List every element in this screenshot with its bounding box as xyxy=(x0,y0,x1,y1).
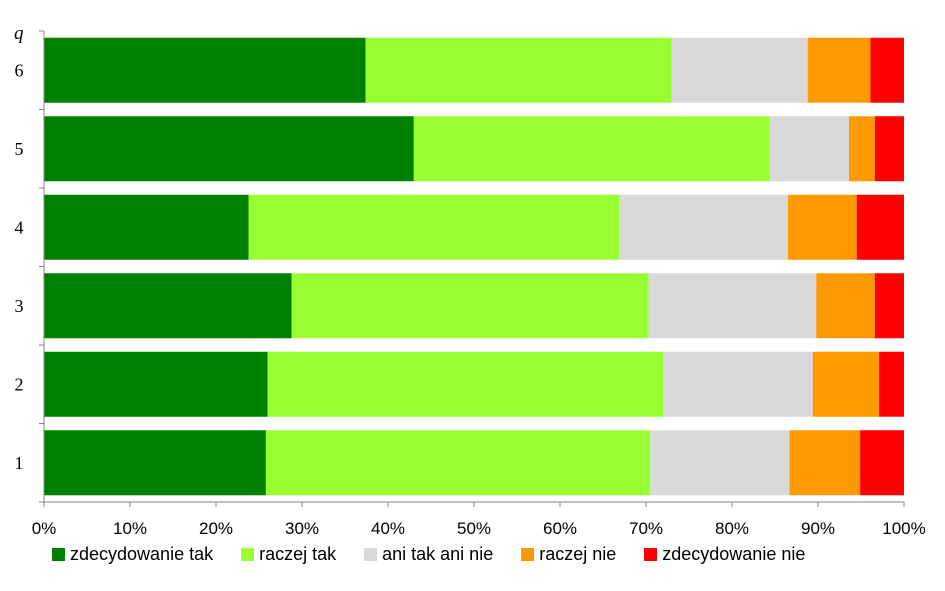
legend-swatch xyxy=(52,548,65,561)
y-axis-title: q xyxy=(14,23,24,44)
legend-label: zdecydowanie nie xyxy=(662,544,806,564)
bar-segment-2-1 xyxy=(44,351,268,417)
y-tick-label: 1 xyxy=(15,453,24,473)
x-tick-label: 30% xyxy=(285,519,319,538)
bar-segment-5-4 xyxy=(848,116,875,182)
legend-swatch xyxy=(521,548,535,561)
bar-segment-6-1 xyxy=(44,37,366,103)
x-tick-label: 60% xyxy=(543,519,577,538)
legend-label: zdecydowanie tak xyxy=(70,544,214,564)
bar-segment-1-5 xyxy=(860,430,904,496)
legend-item: raczej nie xyxy=(521,544,616,565)
bar-segment-5-2 xyxy=(413,116,770,182)
legend-swatch xyxy=(644,548,658,561)
bar-segment-4-1 xyxy=(44,194,249,260)
bar-segment-1-2 xyxy=(265,430,651,496)
x-tick-label: 0% xyxy=(32,519,57,538)
bar-segment-4-4 xyxy=(787,194,857,260)
legend-item: zdecydowanie tak xyxy=(52,544,213,565)
bar-segment-3-5 xyxy=(874,273,904,339)
bar-segment-4-3 xyxy=(619,194,788,260)
y-tick-label: 3 xyxy=(15,296,24,316)
axes-group xyxy=(39,30,905,507)
x-tick-label: 40% xyxy=(371,519,405,538)
legend-item: ani tak ani nie xyxy=(364,544,493,565)
bar-segment-6-4 xyxy=(807,37,871,103)
bar-segment-5-5 xyxy=(874,116,904,182)
bar-segment-4-2 xyxy=(248,194,620,260)
bar-segment-6-2 xyxy=(365,37,672,103)
x-tick-label: 90% xyxy=(801,519,835,538)
legend-label: raczej tak xyxy=(259,544,337,564)
bar-segment-3-2 xyxy=(291,273,649,339)
bar-segment-6-5 xyxy=(870,37,904,103)
bar-segment-1-4 xyxy=(789,430,861,496)
legend-swatch xyxy=(364,548,378,561)
legend-item: zdecydowanie nie xyxy=(644,544,805,565)
bar-segment-1-3 xyxy=(650,430,790,496)
bar-segment-5-1 xyxy=(44,116,414,182)
x-tick-label: 100% xyxy=(882,519,925,538)
x-tick-label: 50% xyxy=(457,519,491,538)
bar-segment-2-3 xyxy=(663,351,813,417)
bar-segment-2-4 xyxy=(812,351,880,417)
x-tick-label: 20% xyxy=(199,519,233,538)
legend-swatch xyxy=(241,548,255,561)
bar-segment-3-4 xyxy=(816,273,875,339)
y-tick-label: 2 xyxy=(15,374,24,394)
bar-segment-2-2 xyxy=(267,351,664,417)
bar-segment-4-5 xyxy=(856,194,904,260)
y-tick-label: 5 xyxy=(15,139,24,159)
bar-segment-5-3 xyxy=(769,116,849,182)
bar-segment-3-3 xyxy=(648,273,817,339)
y-tick-label: 6 xyxy=(15,60,24,80)
x-tick-label: 80% xyxy=(715,519,749,538)
bar-segment-1-1 xyxy=(44,430,266,496)
bar-segment-6-3 xyxy=(671,37,808,103)
x-tick-label: 10% xyxy=(113,519,147,538)
bar-segment-3-1 xyxy=(44,273,292,339)
bars-group xyxy=(44,37,904,496)
legend-label: raczej nie xyxy=(539,544,617,564)
legend-item: raczej tak xyxy=(241,544,336,565)
legend: zdecydowanie tak raczej tak ani tak ani ni… xyxy=(52,544,833,565)
x-tick-label: 70% xyxy=(629,519,663,538)
bar-segment-2-5 xyxy=(879,351,904,417)
y-tick-label: 4 xyxy=(15,217,24,237)
legend-label: ani tak ani nie xyxy=(382,544,494,564)
